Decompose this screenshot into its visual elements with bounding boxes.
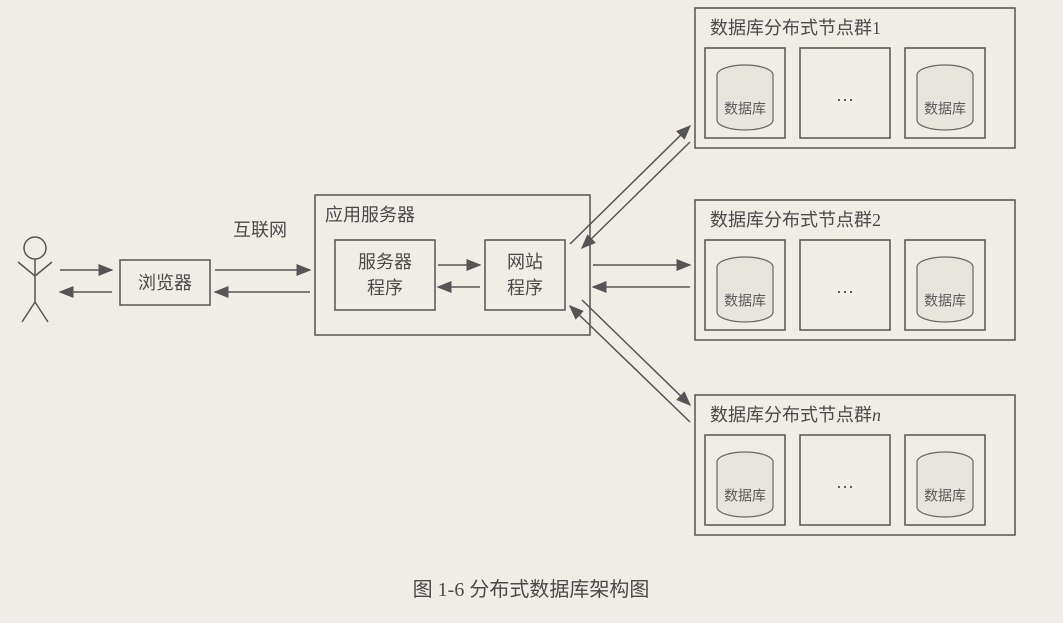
arrow-site-to-cn	[582, 300, 690, 405]
cluster-2: 数据库分布式节点群2 数据库 … 数据库	[695, 200, 1015, 340]
server-program-l2: 程序	[367, 278, 403, 298]
site-program-l2: 程序	[507, 278, 543, 298]
svg-text:数据库: 数据库	[724, 294, 766, 310]
arrow-c1-to-site	[582, 142, 690, 248]
user-icon	[18, 237, 52, 322]
db-cylinder: 数据库	[705, 240, 785, 330]
arrow-site-to-c1	[570, 126, 690, 244]
browser-label: 浏览器	[138, 273, 192, 293]
svg-text:数据库: 数据库	[724, 102, 766, 118]
db-cylinder: 数据库	[705, 435, 785, 525]
site-program-l1: 网站	[507, 252, 543, 272]
ellipsis: …	[836, 85, 854, 105]
db-cylinder: 数据库	[705, 48, 785, 138]
ellipsis: …	[836, 472, 854, 492]
site-program-box	[485, 240, 565, 310]
svg-text:数据库: 数据库	[924, 489, 966, 505]
app-server-title: 应用服务器	[325, 205, 415, 225]
architecture-diagram: 浏览器 互联网 应用服务器 服务器 程序 网站 程序 数据库分布式节点群1 数据…	[0, 0, 1063, 623]
cluster-n: 数据库分布式节点群n 数据库 … 数据库	[695, 395, 1015, 535]
figure-caption: 图 1-6 分布式数据库架构图	[413, 578, 650, 601]
svg-text:数据库: 数据库	[724, 489, 766, 505]
db-cylinder: 数据库	[905, 435, 985, 525]
ellipsis: …	[836, 277, 854, 297]
cluster-1: 数据库分布式节点群1 数据库 … 数据库	[695, 8, 1015, 148]
cluster-n-title: 数据库分布式节点群n	[710, 405, 881, 425]
arrow-cn-to-site	[570, 306, 690, 422]
svg-text:数据库: 数据库	[924, 294, 966, 310]
internet-label: 互联网	[233, 220, 287, 240]
server-program-l1: 服务器	[358, 252, 412, 272]
server-program-box	[335, 240, 435, 310]
cluster-1-title: 数据库分布式节点群1	[710, 18, 881, 38]
db-cylinder: 数据库	[905, 48, 985, 138]
db-cylinder: 数据库	[905, 240, 985, 330]
svg-text:数据库: 数据库	[924, 102, 966, 118]
cluster-2-title: 数据库分布式节点群2	[710, 210, 881, 230]
